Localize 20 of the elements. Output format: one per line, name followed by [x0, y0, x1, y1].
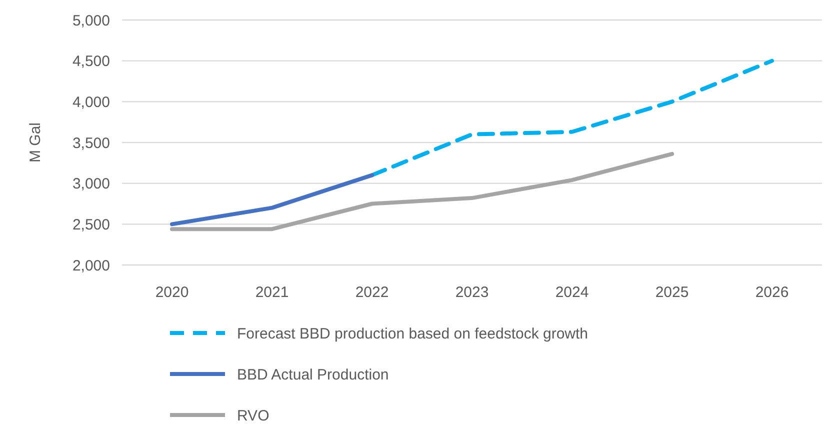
x-tick-label: 2024 — [555, 284, 589, 301]
y-tick-label: 2,500 — [72, 216, 110, 234]
line-series — [370, 58, 774, 178]
x-tick-label: 2020 — [155, 284, 189, 301]
y-tick-label: 2,000 — [72, 257, 110, 274]
legend-label: Forecast BBD production based on feedstock growth — [237, 325, 588, 342]
y-tick-label: 4,500 — [72, 53, 110, 70]
x-tick-label: 2022 — [355, 284, 389, 301]
y-tick-label: 4,000 — [72, 94, 110, 111]
line-series — [170, 152, 674, 232]
x-tick-label: 2025 — [655, 284, 689, 301]
legend-label: BBD Actual Production — [237, 366, 389, 384]
y-tick-label: 3,500 — [72, 134, 110, 152]
legend-label: RVO — [237, 407, 270, 424]
y-tick-label: 5,000 — [72, 12, 110, 30]
x-tick-label: 2023 — [455, 284, 489, 301]
y-axis-title: M Gal — [27, 122, 44, 163]
y-tick-label: 3,000 — [72, 176, 110, 193]
x-tick-label: 2021 — [255, 284, 289, 301]
x-tick-label: 2026 — [755, 284, 789, 301]
